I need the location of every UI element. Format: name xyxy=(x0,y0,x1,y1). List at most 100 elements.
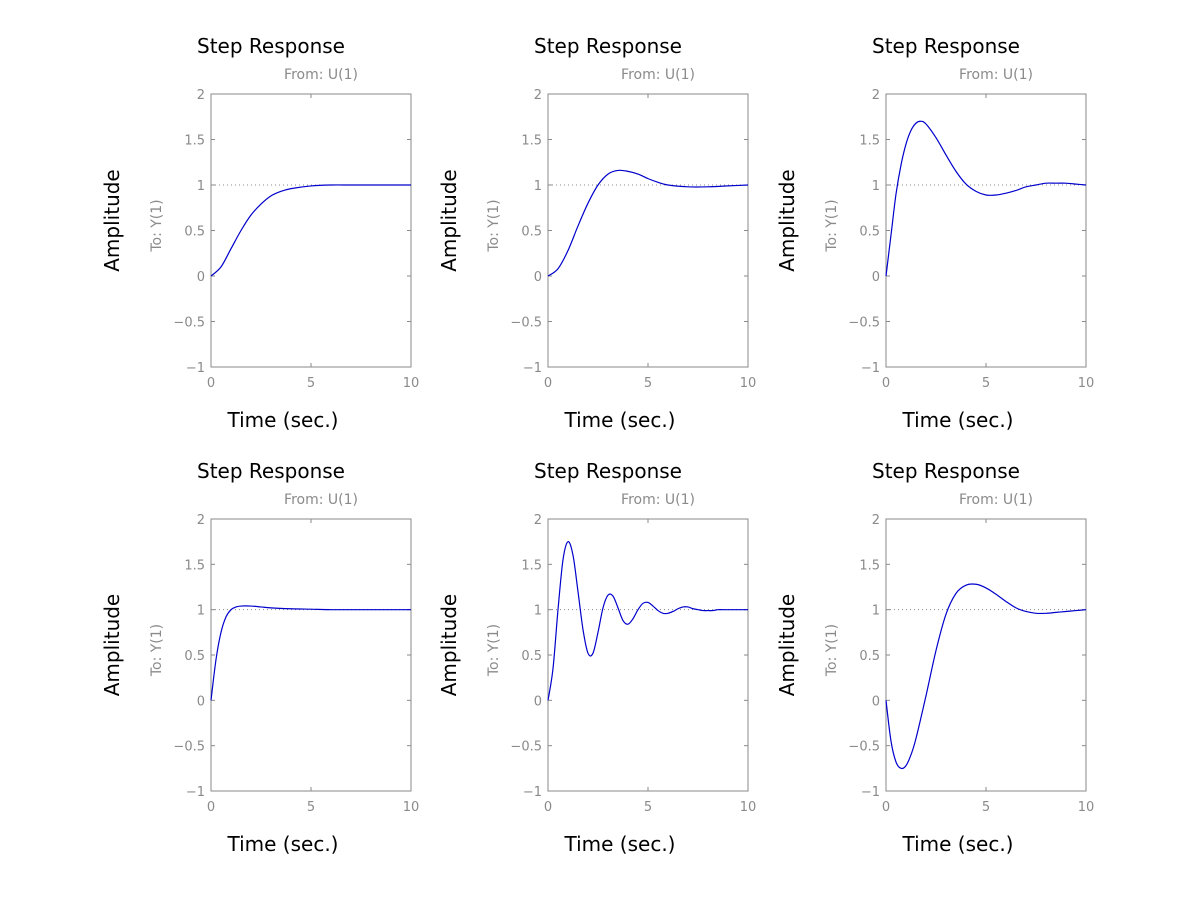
y-tick-label: −1 xyxy=(186,361,205,376)
y-tick-label: −0.5 xyxy=(510,740,542,755)
y-tick-label: 1.5 xyxy=(859,558,880,573)
step-response-plot-3: Step Response From: U(1) Amplitude To: Y(1)… xyxy=(775,34,1094,432)
y-tick-label: 0 xyxy=(872,694,880,709)
y-tick-label: 0.5 xyxy=(521,225,542,240)
x-tick-label: 10 xyxy=(1078,376,1095,391)
y-axis-label: Amplitude xyxy=(100,594,124,697)
x-tick-label: 0 xyxy=(544,376,552,391)
x-axis-label: Time (sec.) xyxy=(902,408,1014,432)
x-tick-label: 5 xyxy=(307,376,315,391)
y-tick-label: 1.5 xyxy=(184,134,205,149)
step-response-curve xyxy=(210,184,411,277)
y-tick-label: 0 xyxy=(197,694,205,709)
y-tick-label: 2 xyxy=(872,88,880,103)
y-tick-label: 1.5 xyxy=(859,134,880,149)
from-input-label: From: U(1) xyxy=(284,67,358,83)
y-tick-label: 1 xyxy=(534,604,542,619)
y-tick-label: 0 xyxy=(534,270,542,285)
y-tick-label: 1 xyxy=(872,179,880,194)
step-response-plot-5: Step Response From: U(1) Amplitude To: Y(1)… xyxy=(437,459,756,856)
x-tick-label: 0 xyxy=(207,800,215,815)
step-response-curve xyxy=(885,120,1087,277)
x-tick-label: 5 xyxy=(644,376,652,391)
y-tick-label: −1 xyxy=(186,785,205,800)
plot-title: Step Response xyxy=(197,459,345,483)
x-axis-label: Time (sec.) xyxy=(227,408,339,432)
y-axis-label: Amplitude xyxy=(437,594,461,697)
x-tick-label: 0 xyxy=(207,376,215,391)
y-tick-label: 2 xyxy=(534,513,542,528)
step-response-plot-6: Step Response From: U(1) Amplitude To: Y(1)… xyxy=(775,459,1094,856)
x-tick-label: 10 xyxy=(1078,800,1095,815)
from-input-label: From: U(1) xyxy=(959,67,1033,83)
y-tick-label: 2 xyxy=(872,513,880,528)
plot-title: Step Response xyxy=(534,459,682,483)
x-tick-label: 0 xyxy=(882,800,890,815)
x-tick-label: 0 xyxy=(544,800,552,815)
y-tick-label: 1.5 xyxy=(521,558,542,573)
x-tick-label: 10 xyxy=(740,376,757,391)
y-axis-label: Amplitude xyxy=(437,169,461,272)
to-output-label: To: Y(1) xyxy=(824,624,840,677)
y-tick-label: −0.5 xyxy=(173,316,205,331)
y-tick-label: 0.5 xyxy=(521,649,542,664)
plot-title: Step Response xyxy=(872,459,1020,483)
step-response-plot-4: Step Response From: U(1) Amplitude To: Y(1)… xyxy=(100,459,419,856)
from-input-label: From: U(1) xyxy=(284,492,358,508)
plot-title: Step Response xyxy=(197,34,345,58)
x-tick-label: 10 xyxy=(403,376,420,391)
x-tick-label: 5 xyxy=(982,376,990,391)
y-tick-label: 0.5 xyxy=(859,225,880,240)
from-input-label: From: U(1) xyxy=(621,492,695,508)
step-response-curve xyxy=(547,169,749,277)
y-tick-label: 1 xyxy=(534,179,542,194)
y-axis-label: Amplitude xyxy=(100,169,124,272)
x-tick-label: 10 xyxy=(403,800,420,815)
step-response-curve xyxy=(885,583,1087,770)
y-tick-label: 0.5 xyxy=(184,649,205,664)
to-output-label: To: Y(1) xyxy=(149,199,165,252)
y-tick-label: 1.5 xyxy=(184,558,205,573)
y-tick-label: 1 xyxy=(197,179,205,194)
to-output-label: To: Y(1) xyxy=(486,624,502,677)
step-response-plot-1: Step Response From: U(1) Amplitude To: Y(1)… xyxy=(100,34,419,432)
step-response-curve xyxy=(547,541,748,701)
y-tick-label: 0.5 xyxy=(184,225,205,240)
y-tick-label: 0 xyxy=(872,270,880,285)
y-tick-label: 0 xyxy=(534,694,542,709)
x-axis-label: Time (sec.) xyxy=(227,832,339,856)
y-tick-label: 2 xyxy=(197,513,205,528)
x-tick-label: 5 xyxy=(982,800,990,815)
to-output-label: To: Y(1) xyxy=(486,199,502,252)
y-tick-label: −1 xyxy=(861,785,880,800)
x-axis-label: Time (sec.) xyxy=(902,832,1014,856)
step-response-plot-2: Step Response From: U(1) Amplitude To: Y(1)… xyxy=(437,34,756,432)
y-tick-label: 1 xyxy=(872,604,880,619)
x-tick-label: 0 xyxy=(882,376,890,391)
y-tick-label: 2 xyxy=(197,88,205,103)
y-tick-label: −1 xyxy=(523,785,542,800)
y-tick-label: 0.5 xyxy=(859,649,880,664)
y-tick-label: −0.5 xyxy=(510,316,542,331)
from-input-label: From: U(1) xyxy=(621,67,695,83)
y-tick-label: −1 xyxy=(523,361,542,376)
y-tick-label: −1 xyxy=(861,361,880,376)
y-tick-label: 0 xyxy=(197,270,205,285)
y-tick-label: −0.5 xyxy=(173,740,205,755)
x-axis-label: Time (sec.) xyxy=(564,832,676,856)
to-output-label: To: Y(1) xyxy=(824,199,840,252)
plot-title: Step Response xyxy=(872,34,1020,58)
y-tick-label: 1.5 xyxy=(521,134,542,149)
from-input-label: From: U(1) xyxy=(959,492,1033,508)
y-tick-label: −0.5 xyxy=(848,740,880,755)
plot-title: Step Response xyxy=(534,34,682,58)
y-tick-label: 1 xyxy=(197,604,205,619)
y-tick-label: −0.5 xyxy=(848,316,880,331)
x-tick-label: 10 xyxy=(740,800,757,815)
y-tick-label: 2 xyxy=(534,88,542,103)
y-axis-label: Amplitude xyxy=(775,594,799,697)
y-axis-label: Amplitude xyxy=(775,169,799,272)
to-output-label: To: Y(1) xyxy=(149,624,165,677)
